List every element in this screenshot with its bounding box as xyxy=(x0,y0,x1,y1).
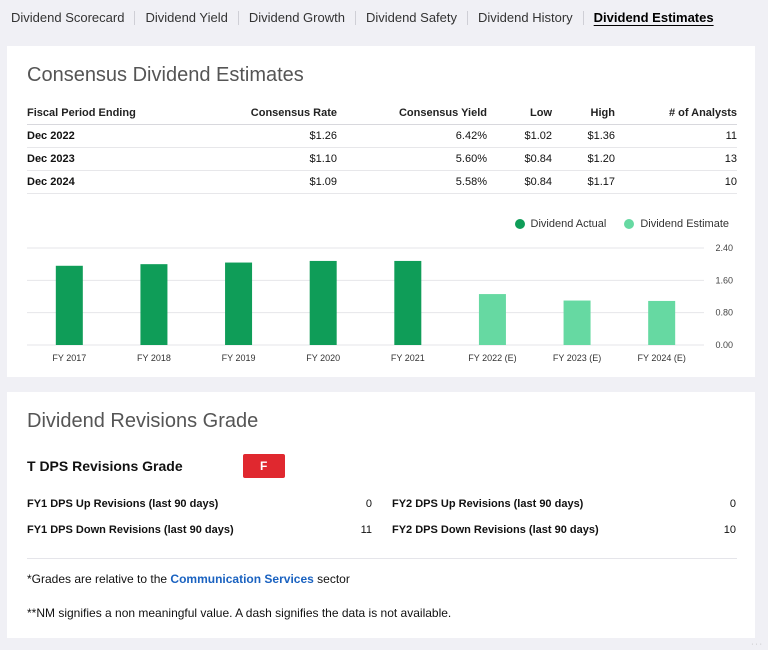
x-tick-label: FY 2019 xyxy=(222,353,256,363)
divider xyxy=(27,558,737,559)
fy2-down-revisions: FY2 DPS Down Revisions (last 90 days) 10 xyxy=(392,524,736,536)
revision-value: 0 xyxy=(729,498,736,510)
revisions-grade-card: Dividend Revisions Grade T DPS Revisions… xyxy=(7,392,755,638)
revision-value: 10 xyxy=(723,524,736,536)
legend-label: Dividend Actual xyxy=(530,218,607,230)
x-tick-label: FY 2017 xyxy=(52,353,86,363)
table-row: Dec 2024 $1.09 5.58% $0.84 $1.17 10 xyxy=(27,170,737,194)
tab-separator xyxy=(134,11,136,25)
table-cell: Dec 2023 xyxy=(27,147,207,171)
column-header: High xyxy=(552,102,615,125)
tab-dividend-history[interactable]: Dividend History xyxy=(478,10,573,25)
note-text: *Grades are relative to the xyxy=(27,572,171,586)
legend-item-estimate[interactable]: Dividend Estimate xyxy=(624,218,729,230)
fy2-up-revisions: FY2 DPS Up Revisions (last 90 days) 0 xyxy=(392,498,736,510)
revision-value: 0 xyxy=(365,498,372,510)
table-header-row: Fiscal Period Ending Consensus Rate Cons… xyxy=(27,102,737,125)
table-cell: $1.10 xyxy=(207,147,337,171)
legend-dot-estimate xyxy=(624,219,635,229)
table-cell: 5.58% xyxy=(337,170,487,194)
x-tick-label: FY 2020 xyxy=(306,353,340,363)
x-tick-label: FY 2021 xyxy=(391,353,425,363)
chart-bar xyxy=(563,300,591,345)
card-title: Consensus Dividend Estimates xyxy=(27,64,304,86)
chart-bar xyxy=(648,300,676,345)
table-cell: Dec 2022 xyxy=(27,124,207,148)
column-header: Low xyxy=(487,102,552,125)
legend-dot-actual xyxy=(514,219,525,229)
revision-value: 11 xyxy=(360,524,372,536)
table-cell: 6.42% xyxy=(337,124,487,148)
tab-bar: Dividend Scorecard Dividend Yield Divide… xyxy=(0,0,768,36)
nm-note: **NM signifies a non meaningful value. A… xyxy=(27,606,452,620)
x-tick-label: FY 2022 (E) xyxy=(468,353,516,363)
table-row: Dec 2023 $1.10 5.60% $0.84 $1.20 13 xyxy=(27,147,737,171)
consensus-estimates-card: Consensus Dividend Estimates Fiscal Peri… xyxy=(7,46,755,377)
revision-label: FY1 DPS Down Revisions (last 90 days) xyxy=(27,524,234,536)
table-cell: $1.26 xyxy=(207,124,337,148)
x-tick-label: FY 2023 (E) xyxy=(553,353,601,363)
table-cell: $1.09 xyxy=(207,170,337,194)
table-cell: $1.02 xyxy=(487,124,552,148)
sector-link[interactable]: Communication Services xyxy=(170,572,314,586)
revision-label: FY2 DPS Down Revisions (last 90 days) xyxy=(392,524,599,536)
y-tick-label: 0.80 xyxy=(715,308,733,318)
tab-dividend-yield[interactable]: Dividend Yield xyxy=(145,10,228,25)
grade-row: T DPS Revisions Grade F xyxy=(27,454,285,478)
chart-bar xyxy=(309,260,337,345)
chart-bar xyxy=(394,260,422,345)
y-tick-label: 0.00 xyxy=(715,340,733,350)
fy1-down-revisions: FY1 DPS Down Revisions (last 90 days) 11 xyxy=(27,524,372,536)
column-header: Consensus Rate xyxy=(207,102,337,125)
dividend-bar-chart: 2.40 1.60 0.80 0.00 FY 2017 FY 2018 FY 2019 FY … xyxy=(27,243,733,363)
table-cell: 5.60% xyxy=(337,147,487,171)
table-cell: $1.17 xyxy=(552,170,615,194)
revision-label: FY1 DPS Up Revisions (last 90 days) xyxy=(27,498,219,510)
tab-separator xyxy=(237,11,239,25)
chart-legend: Dividend Actual Dividend Estimate xyxy=(514,218,729,230)
tab-dividend-scorecard[interactable]: Dividend Scorecard xyxy=(11,10,125,25)
table-cell: $0.84 xyxy=(487,170,552,194)
y-tick-label: 1.60 xyxy=(715,275,733,285)
fy1-up-revisions: FY1 DPS Up Revisions (last 90 days) 0 xyxy=(27,498,372,510)
estimates-table: Fiscal Period Ending Consensus Rate Cons… xyxy=(27,102,737,194)
table-cell: 10 xyxy=(615,170,737,194)
grade-badge: F xyxy=(242,454,285,478)
table-cell: $1.20 xyxy=(552,147,615,171)
tab-dividend-estimates[interactable]: Dividend Estimates xyxy=(593,10,714,25)
chart-bar xyxy=(140,264,168,345)
column-header: Consensus Yield xyxy=(337,102,487,125)
tab-separator xyxy=(354,11,356,25)
table-cell: 11 xyxy=(615,124,737,148)
grade-label: T DPS Revisions Grade xyxy=(27,458,183,474)
y-tick-label: 2.40 xyxy=(715,243,733,253)
corner-mark: · · · xyxy=(751,641,762,648)
table-row: Dec 2022 $1.26 6.42% $1.02 $1.36 11 xyxy=(27,124,737,148)
legend-item-actual[interactable]: Dividend Actual xyxy=(514,218,607,230)
column-header: # of Analysts xyxy=(615,102,737,125)
table-cell: $1.36 xyxy=(552,124,615,148)
tab-dividend-growth[interactable]: Dividend Growth xyxy=(248,10,345,25)
table-cell: 13 xyxy=(615,147,737,171)
x-tick-label: FY 2018 xyxy=(137,353,171,363)
card-title: Dividend Revisions Grade xyxy=(27,410,259,432)
table-cell: Dec 2024 xyxy=(27,170,207,194)
chart-bar xyxy=(225,262,253,345)
legend-label: Dividend Estimate xyxy=(640,218,729,230)
note-text: sector xyxy=(313,572,350,586)
tab-separator xyxy=(582,11,584,25)
tab-dividend-safety[interactable]: Dividend Safety xyxy=(365,10,458,25)
grades-note: *Grades are relative to the Communicatio… xyxy=(27,572,350,586)
chart-bar xyxy=(55,265,83,345)
x-tick-label: FY 2024 (E) xyxy=(638,353,686,363)
table-cell: $0.84 xyxy=(487,147,552,171)
revision-label: FY2 DPS Up Revisions (last 90 days) xyxy=(392,498,584,510)
column-header: Fiscal Period Ending xyxy=(27,102,207,125)
tab-separator xyxy=(467,11,469,25)
chart-bar xyxy=(478,294,506,345)
